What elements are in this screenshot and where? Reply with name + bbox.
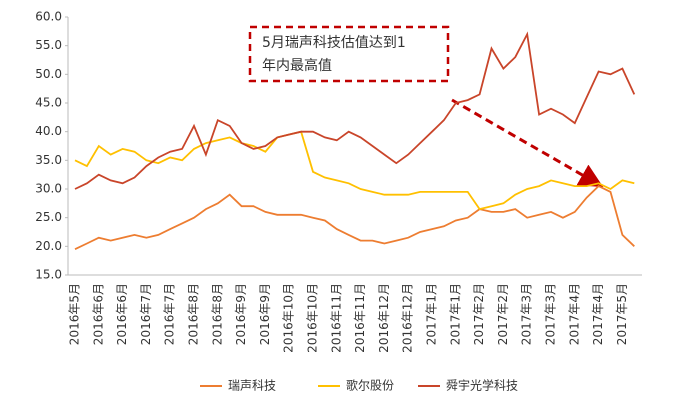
x-tick-label: 2017年4月 bbox=[567, 283, 581, 345]
x-tick-label: 2016年11月 bbox=[329, 283, 343, 353]
series-line bbox=[74, 130, 635, 211]
x-tick-label: 2016年5月 bbox=[68, 283, 82, 345]
x-tick-label: 2016年6月 bbox=[115, 283, 129, 345]
series-line bbox=[74, 185, 635, 251]
x-tick-label: 2016年12月 bbox=[401, 283, 415, 353]
x-tick-label: 2016年7月 bbox=[163, 283, 177, 345]
x-tick-label: 2016年12月 bbox=[377, 283, 391, 353]
annotation-box bbox=[248, 25, 450, 83]
x-tick-label: 2017年3月 bbox=[544, 283, 558, 345]
series-line bbox=[74, 31, 636, 190]
x-tick-label: 2016年8月 bbox=[210, 283, 224, 345]
x-tick-label: 2017年4月 bbox=[591, 283, 605, 345]
annotation-arrow bbox=[451, 98, 604, 187]
legend-label: 歌尔股份 bbox=[346, 378, 394, 393]
y-tick-label: 20.0 bbox=[35, 239, 62, 253]
x-tick-label: 2016年8月 bbox=[187, 283, 201, 345]
x-tick-label: 2016年9月 bbox=[234, 283, 248, 345]
legend-label: 舜宇光学科技 bbox=[446, 378, 518, 393]
x-tick-label: 2016年9月 bbox=[258, 283, 272, 345]
y-tick-label: 60.0 bbox=[35, 10, 62, 24]
y-tick-label: 25.0 bbox=[35, 210, 62, 224]
x-tick-label: 2016年7月 bbox=[139, 283, 153, 345]
y-tick-label: 45.0 bbox=[35, 96, 62, 110]
x-tick-label: 2016年10月 bbox=[282, 283, 296, 353]
y-tick-label: 30.0 bbox=[35, 182, 62, 196]
x-tick-label: 2017年3月 bbox=[520, 283, 534, 345]
y-tick-label: 40.0 bbox=[35, 124, 62, 138]
x-tick-label: 2016年10月 bbox=[306, 283, 320, 353]
y-tick-label: 55.0 bbox=[35, 38, 62, 52]
x-tick-label: 2016年11月 bbox=[353, 283, 367, 353]
annotation-text: 5月瑞声科技估值达到1 bbox=[262, 35, 406, 51]
x-tick-label: 2017年1月 bbox=[448, 283, 462, 345]
annotation-text: 年内最高值 bbox=[262, 57, 332, 74]
x-tick-label: 2017年2月 bbox=[472, 283, 486, 345]
x-tick-label: 2017年2月 bbox=[496, 283, 510, 345]
x-tick-label: 2016年6月 bbox=[91, 283, 105, 345]
y-tick-label: 50.0 bbox=[35, 67, 62, 81]
legend-label: 瑞声科技 bbox=[228, 379, 276, 393]
y-tick-label: 15.0 bbox=[35, 268, 62, 282]
x-tick-label: 2017年1月 bbox=[425, 283, 439, 345]
x-tick-label: 2017年5月 bbox=[615, 283, 629, 345]
y-tick-label: 35.0 bbox=[35, 153, 62, 167]
